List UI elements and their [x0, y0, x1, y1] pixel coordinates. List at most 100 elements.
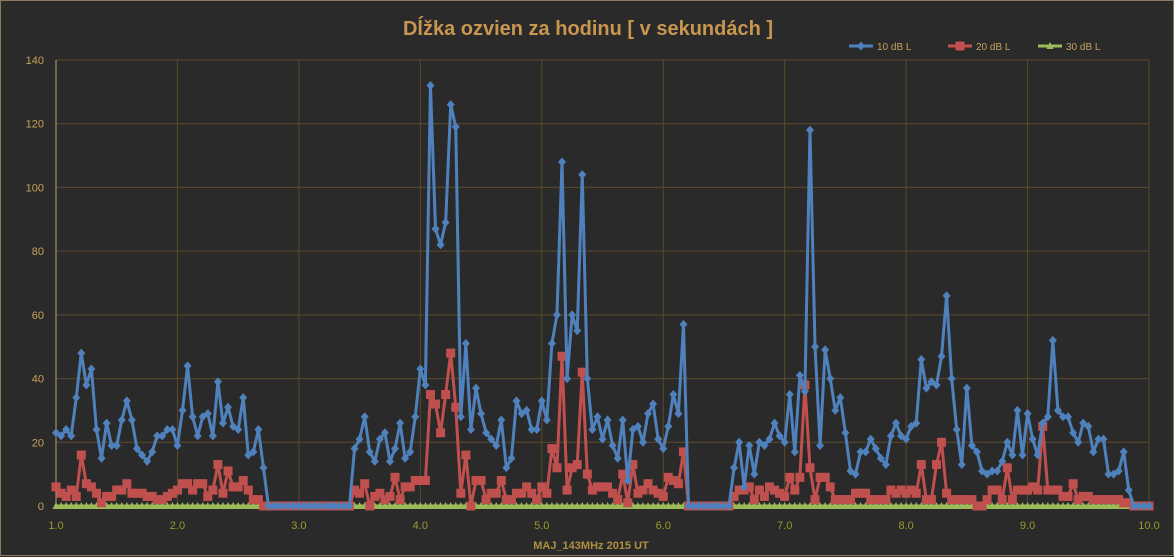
data-point-square — [415, 476, 425, 486]
data-point-diamond — [441, 217, 450, 227]
data-point-diamond — [785, 390, 794, 399]
data-point-square — [147, 491, 157, 501]
data-point-diamond — [477, 409, 486, 419]
data-point-diamond — [826, 374, 835, 384]
data-point-triangle — [219, 502, 227, 509]
data-point-triangle — [518, 502, 526, 509]
data-point-triangle — [806, 502, 814, 509]
data-point-triangle — [381, 502, 389, 509]
legend-label: 10 dB L — [877, 42, 912, 53]
data-point-diamond — [168, 425, 177, 435]
data-point-square — [967, 495, 977, 505]
data-point-square — [866, 495, 876, 505]
data-point-square — [916, 460, 926, 470]
data-point-square — [1088, 495, 1098, 505]
data-point-diamond — [623, 476, 632, 486]
data-point-diamond — [173, 440, 182, 450]
data-point-square — [997, 495, 1007, 505]
data-point-square — [668, 476, 678, 486]
data-point-diamond — [1038, 418, 1047, 428]
data-point-diamond — [578, 170, 587, 180]
data-point-diamond — [552, 310, 561, 320]
data-point-diamond — [1033, 450, 1042, 460]
data-point-diamond — [208, 431, 217, 441]
data-point-triangle — [1074, 502, 1082, 509]
data-point-diamond — [77, 348, 86, 358]
data-point-diamond — [391, 444, 400, 454]
data-point-diamond — [158, 431, 167, 441]
data-point-diamond — [699, 501, 708, 511]
data-point-triangle — [755, 502, 763, 509]
data-point-triangle — [674, 502, 682, 509]
x-tick-label: 7.0 — [777, 520, 792, 532]
data-point-square — [952, 495, 962, 505]
data-point-square — [861, 488, 871, 498]
data-point-square — [420, 476, 430, 486]
data-point-square — [461, 450, 471, 460]
data-point-diamond — [224, 402, 233, 412]
data-point-square — [947, 495, 957, 505]
data-point-diamond — [593, 412, 602, 422]
data-point-diamond — [745, 440, 754, 450]
data-point-triangle — [932, 502, 940, 509]
legend-item: 30 dB L — [1038, 42, 1101, 53]
data-point-triangle — [1110, 502, 1118, 509]
data-point-diamond — [805, 125, 814, 135]
data-point-square — [446, 348, 456, 358]
data-point-diamond — [456, 412, 465, 422]
data-point-square — [400, 482, 410, 492]
data-point-square — [921, 495, 931, 505]
data-point-diamond — [1064, 412, 1073, 422]
data-point-square — [603, 482, 613, 492]
data-point-square — [987, 485, 997, 495]
data-point-triangle — [1079, 502, 1087, 509]
data-point-square — [522, 482, 532, 492]
data-point-diamond — [1053, 405, 1062, 415]
data-point-triangle — [988, 502, 996, 509]
data-point-diamond — [335, 501, 344, 511]
data-point-square — [931, 460, 941, 470]
data-point-triangle — [214, 502, 222, 509]
data-point-square — [663, 472, 673, 482]
data-point-square — [385, 491, 395, 501]
data-point-triangle — [447, 502, 455, 509]
data-point-square — [744, 482, 754, 492]
data-point-square — [390, 472, 400, 482]
data-point-triangle — [507, 502, 515, 509]
data-point-diamond — [962, 383, 971, 393]
data-point-square — [977, 501, 987, 511]
data-point-triangle — [1003, 502, 1011, 509]
data-point-square — [623, 498, 633, 508]
data-point-square — [1109, 495, 1119, 505]
data-point-square — [218, 488, 228, 498]
data-point-diamond — [1069, 428, 1078, 438]
x-tick-label: 2.0 — [170, 520, 185, 532]
data-point-triangle — [108, 502, 116, 509]
data-point-triangle — [765, 502, 773, 509]
data-point-diamond — [107, 440, 116, 450]
x-tick-label: 8.0 — [898, 520, 913, 532]
y-tick-label: 140 — [26, 55, 44, 67]
data-point-square — [911, 488, 921, 498]
data-point-triangle — [1059, 502, 1067, 509]
data-point-triangle — [1008, 502, 1016, 509]
data-point-diamond — [370, 456, 379, 466]
data-point-triangle — [644, 502, 652, 509]
data-point-triangle — [158, 502, 166, 509]
data-point-square — [678, 447, 688, 457]
data-point-diamond — [436, 240, 445, 250]
data-point-diamond — [912, 418, 921, 428]
data-point-diamond — [320, 501, 329, 511]
data-point-square — [1048, 485, 1058, 495]
x-tick-label: 3.0 — [291, 520, 306, 532]
data-point-square — [871, 495, 881, 505]
data-point-square — [749, 495, 759, 505]
data-point-triangle — [998, 502, 1006, 509]
data-point-diamond — [1084, 421, 1093, 431]
data-point-triangle — [735, 502, 743, 509]
data-point-square — [552, 463, 562, 473]
data-point-triangle — [599, 502, 607, 509]
data-point-triangle — [573, 502, 581, 509]
data-point-diamond — [1003, 437, 1012, 447]
